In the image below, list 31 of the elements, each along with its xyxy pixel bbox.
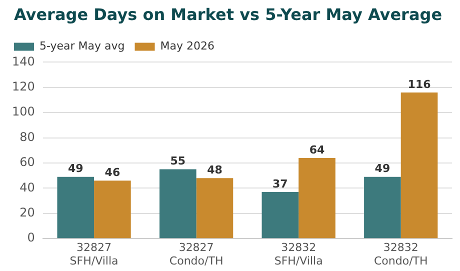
- data-label: 46: [104, 166, 120, 179]
- data-label: 116: [408, 78, 432, 91]
- bar: [159, 169, 196, 238]
- bar: [196, 178, 234, 238]
- legend-label: May 2026: [160, 40, 215, 53]
- data-label: 55: [170, 154, 186, 168]
- y-tick-label: 60: [20, 155, 35, 170]
- bar: [400, 92, 438, 238]
- bar: [57, 176, 94, 238]
- legend-label: 5-year May avg: [40, 40, 125, 53]
- bar: [262, 192, 299, 238]
- x-tick-label: 32832 Condo/TH: [374, 241, 428, 268]
- y-tick-label: 0: [27, 230, 35, 245]
- bar: [298, 158, 336, 238]
- data-label: 49: [68, 162, 84, 176]
- data-label: 49: [374, 162, 390, 176]
- bar: [94, 180, 131, 238]
- y-tick-label: 40: [20, 180, 35, 194]
- y-tick-label: 80: [20, 130, 35, 144]
- data-label: 37: [272, 177, 288, 190]
- y-tick-label: 100: [12, 104, 35, 119]
- y-tick-label: 20: [20, 206, 35, 220]
- x-tick-label: 32827 Condo/TH: [169, 241, 224, 268]
- bar: [364, 176, 401, 238]
- y-tick-label: 120: [12, 80, 35, 94]
- data-label: 64: [309, 143, 325, 156]
- chart-title: Average Days on Market vs 5-Year May Average: [14, 4, 442, 24]
- data-label: 48: [207, 163, 222, 176]
- y-tick-label: 140: [12, 54, 35, 68]
- x-tick-label: 32827 SFH/Villa: [70, 241, 118, 268]
- x-tick-label: 32832 SFH/Villa: [274, 241, 323, 268]
